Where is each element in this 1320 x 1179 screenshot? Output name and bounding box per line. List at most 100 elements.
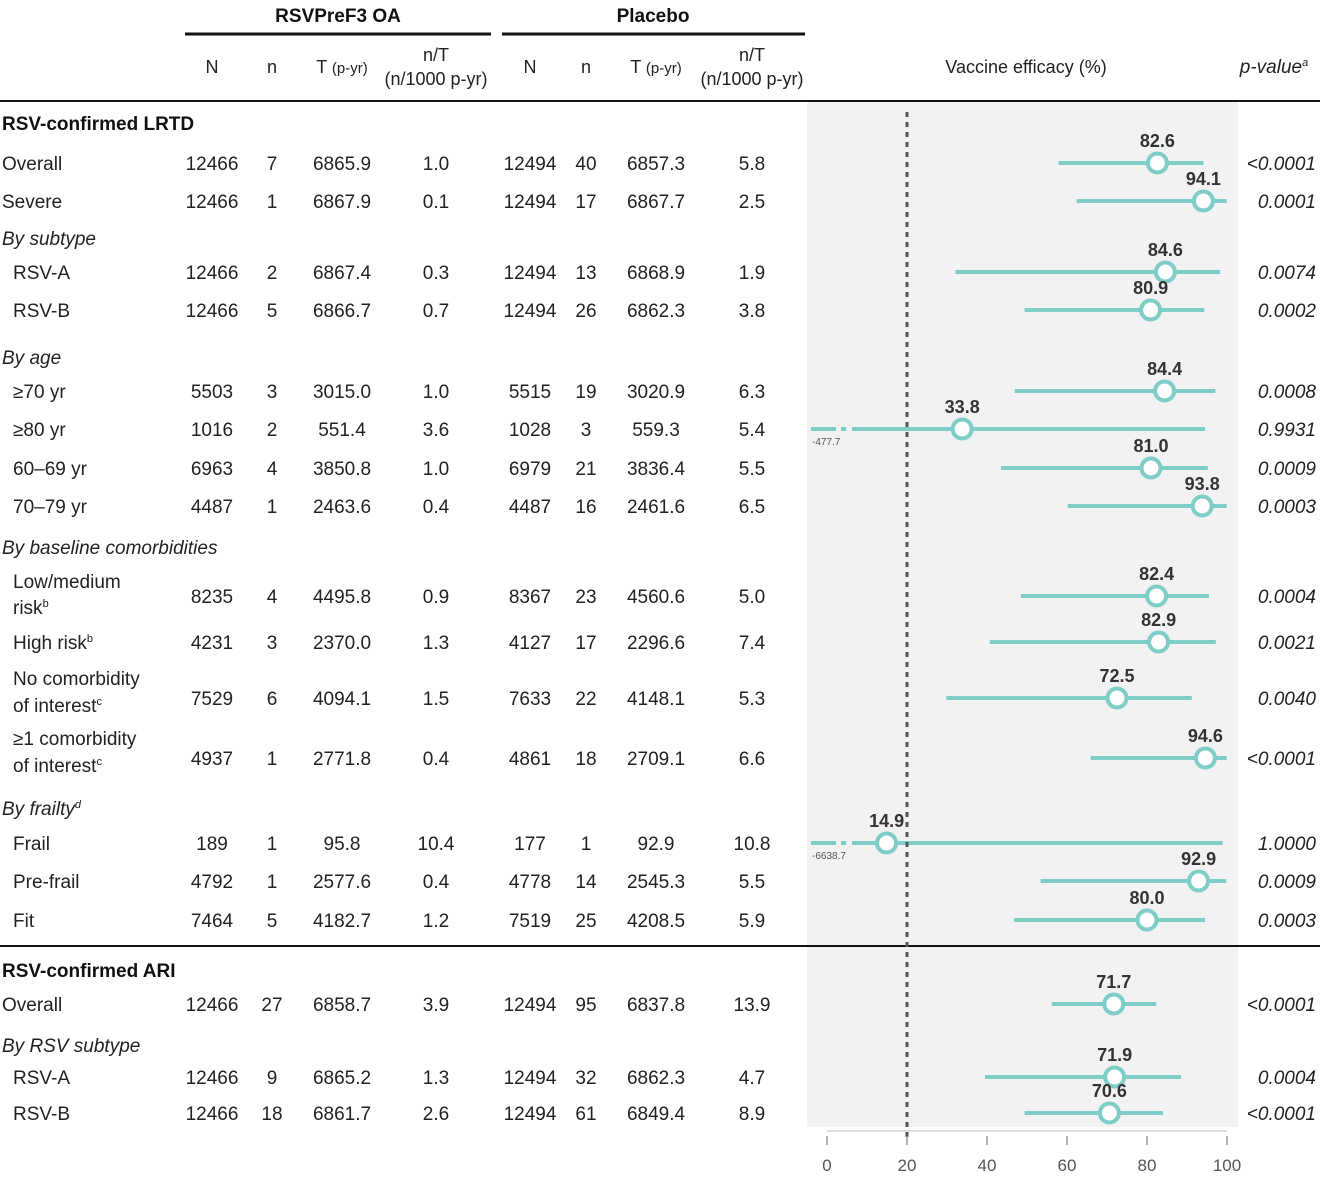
ve-value-label: 33.8 xyxy=(945,397,980,417)
table-cell: 6867.7 xyxy=(627,192,685,213)
table-cell: 95.8 xyxy=(324,834,361,855)
x-tick-label: 60 xyxy=(1058,1156,1077,1175)
table-cell: 12466 xyxy=(186,192,239,213)
ve-value-label: 82.6 xyxy=(1140,131,1175,151)
forest-marks: 82.6 94.1 84.6 80.9 84.4 -477.7 33.8 81.0 93.8 82… xyxy=(811,112,1227,1140)
row-label-line2: of interestc xyxy=(13,756,102,777)
row-label: Overall xyxy=(2,995,62,1016)
table-cell: 1.0 xyxy=(423,459,449,480)
row-label: RSV-B xyxy=(13,301,70,322)
ve-value-label: 92.9 xyxy=(1181,849,1216,869)
ve-value-label: 82.4 xyxy=(1139,564,1174,584)
row-label-text: ≥80 yr xyxy=(13,420,66,441)
ve-point xyxy=(1105,686,1129,710)
table-cell: 6868.9 xyxy=(627,263,685,284)
row-label-text: Pre-frail xyxy=(13,872,80,893)
table-cell: 4208.5 xyxy=(627,911,685,932)
table-cell: 5515 xyxy=(509,382,551,403)
table-rows: RSV-confirmed LRTD Overall 12466 7 6865.9 1.0… xyxy=(0,114,1320,1125)
row-label-line2-text: risk xyxy=(13,598,43,619)
row-label-text: High risk xyxy=(13,633,87,654)
table-cell: 4148.1 xyxy=(627,689,685,710)
ve-point xyxy=(1102,992,1126,1016)
ve-value-label: 71.7 xyxy=(1096,972,1131,992)
row-label-text: Fit xyxy=(13,911,35,932)
table-cell: 1.3 xyxy=(423,1068,449,1089)
table-cell: 6 xyxy=(267,689,278,710)
col-header-nT-unit-vaccine: (n/1000 p-yr) xyxy=(384,69,487,89)
row-label-footnote: c xyxy=(96,696,102,708)
table-cell: 6865.9 xyxy=(313,154,371,175)
table-cell: 12494 xyxy=(504,301,557,322)
p-value: <0.0001 xyxy=(1247,1104,1316,1125)
row-label: RSV-B xyxy=(13,1104,70,1125)
row-label: RSV-A xyxy=(13,1068,70,1089)
table-cell: 32 xyxy=(575,1068,596,1089)
col-header-T-main: T xyxy=(630,57,646,77)
ci-lower-label: -6638.7 xyxy=(812,851,846,862)
col-header-T-main: T xyxy=(316,57,332,77)
table-cell: 12466 xyxy=(186,263,239,284)
table-cell: 0.3 xyxy=(423,263,449,284)
p-value: 0.0004 xyxy=(1258,1068,1316,1089)
p-value: <0.0001 xyxy=(1247,154,1316,175)
table-cell: 95 xyxy=(575,995,596,1016)
row-label: Frail xyxy=(13,834,50,855)
table-cell: 1 xyxy=(581,834,592,855)
p-value: 0.0002 xyxy=(1258,301,1317,322)
table-cell: 10.4 xyxy=(418,834,455,855)
subgroup-title-text: By frailty xyxy=(2,799,76,820)
table-cell: 1 xyxy=(267,497,278,518)
col-header-n-placebo: n xyxy=(581,57,591,77)
table-cell: 92.9 xyxy=(638,834,675,855)
table-cell: 4861 xyxy=(509,749,551,770)
ve-point xyxy=(1193,746,1217,770)
table-cell: 2577.6 xyxy=(313,872,371,893)
ve-point xyxy=(1153,260,1177,284)
x-tick-label: 0 xyxy=(822,1156,831,1175)
ve-point xyxy=(1187,869,1211,893)
table-cell: 5.8 xyxy=(739,154,765,175)
subgroup-title: By frailtyd xyxy=(2,799,82,820)
table-cell: 0.1 xyxy=(423,192,449,213)
ve-point xyxy=(1097,1101,1121,1125)
subgroup-title-text: By RSV subtype xyxy=(2,1036,140,1057)
table-cell: 3.9 xyxy=(423,995,449,1016)
table-cell: 6861.7 xyxy=(313,1104,371,1125)
table-cell: 5.4 xyxy=(739,420,766,441)
table-cell: 177 xyxy=(514,834,546,855)
p-value: <0.0001 xyxy=(1247,995,1316,1016)
p-value: 0.0008 xyxy=(1258,382,1317,403)
ve-point xyxy=(1145,584,1169,608)
table-cell: 2 xyxy=(267,420,278,441)
table-cell: 2771.8 xyxy=(313,749,371,770)
table-cell: 5 xyxy=(267,301,278,322)
table-cell: 3.6 xyxy=(423,420,449,441)
ve-point xyxy=(1135,908,1159,932)
col-header-nT-placebo: n/T xyxy=(739,45,765,65)
col-header-T-placebo: T (p-yr) xyxy=(630,57,682,77)
table-cell: 1028 xyxy=(509,420,551,441)
p-value: 0.0004 xyxy=(1258,587,1316,608)
ve-point xyxy=(1139,456,1163,480)
table-cell: 27 xyxy=(261,995,282,1016)
subgroup-title-text: By age xyxy=(2,348,61,369)
table-cell: 3015.0 xyxy=(313,382,371,403)
table-cell: 4792 xyxy=(191,872,233,893)
subgroup-footnote: d xyxy=(75,799,82,811)
table-cell: 189 xyxy=(196,834,228,855)
row-label-line2-text: of interest xyxy=(13,756,97,777)
table-cell: 3.8 xyxy=(739,301,765,322)
ve-point xyxy=(950,417,974,441)
table-cell: 4.7 xyxy=(739,1068,765,1089)
table-cell: 2545.3 xyxy=(627,872,685,893)
table-cell: 16 xyxy=(575,497,596,518)
table-cell: 17 xyxy=(575,633,596,654)
table-cell: 23 xyxy=(575,587,596,608)
ve-axis-title: Vaccine efficacy (%) xyxy=(945,57,1106,77)
table-cell: 3836.4 xyxy=(627,459,686,480)
header-group-placebo: Placebo xyxy=(617,6,690,27)
table-cell: 40 xyxy=(575,154,596,175)
table-cell: 12494 xyxy=(504,154,557,175)
